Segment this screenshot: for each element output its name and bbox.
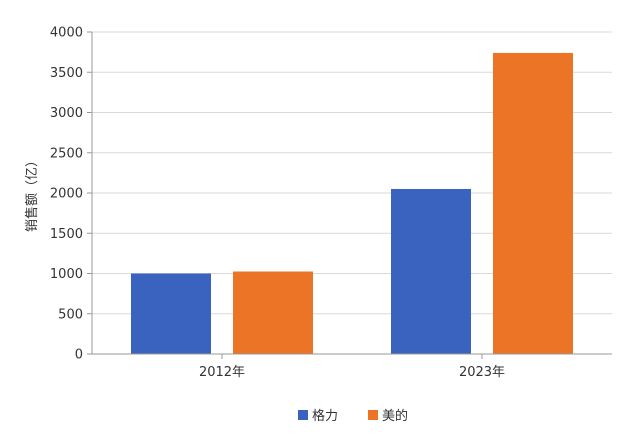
bar-美的-2012年 [233, 271, 313, 354]
bar-美的-2023年 [493, 52, 573, 355]
legend-label: 美的 [382, 408, 408, 424]
legend-swatch [298, 410, 308, 420]
x-tick-labels: 2012年 2023年 [199, 365, 505, 380]
y-tick-labels: 0 500 1000 1500 2000 2500 3000 3500 4000 [50, 26, 83, 363]
x-tick-label: 2012年 [199, 365, 245, 380]
legend-swatch [368, 410, 378, 420]
y-tick-label: 0 [75, 348, 83, 363]
y-tick-label: 3500 [50, 66, 83, 81]
legend: 格力 美的 [298, 408, 408, 424]
x-tick-label: 2023年 [459, 365, 505, 380]
y-tick-label: 4000 [50, 26, 83, 41]
y-tick-label: 2500 [50, 146, 83, 161]
y-tick-label: 2000 [50, 187, 83, 202]
y-tick-label: 500 [58, 307, 83, 322]
y-tick-label: 3000 [50, 106, 83, 121]
axes [87, 31, 612, 359]
bar-格力-2023年 [391, 188, 471, 354]
legend-label: 格力 [312, 408, 338, 424]
bars [131, 52, 573, 355]
y-tick-label: 1500 [50, 227, 83, 242]
y-tick-label: 1000 [50, 267, 83, 282]
bar-格力-2012年 [131, 273, 211, 354]
y-axis-title: 销售额（亿） [24, 154, 40, 232]
